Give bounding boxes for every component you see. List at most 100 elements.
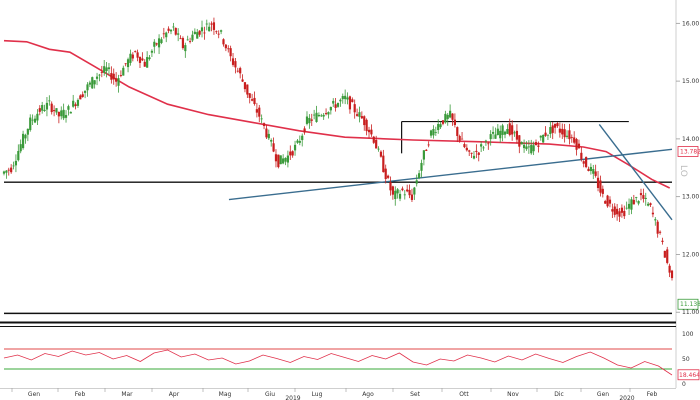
candle-body <box>72 100 75 107</box>
candle-body <box>339 99 342 102</box>
candle-body <box>274 154 278 162</box>
candle-body <box>186 39 189 41</box>
candle-body <box>320 115 323 117</box>
candle-body <box>458 135 461 141</box>
candle-body <box>260 118 263 120</box>
candle-body <box>520 142 523 145</box>
x-tick-label: Feb <box>75 391 86 398</box>
candle-body <box>382 155 385 173</box>
candle-body <box>618 211 621 217</box>
candle-body <box>327 112 330 115</box>
candle-body <box>434 132 437 133</box>
candle-body <box>577 143 581 149</box>
candle-body <box>475 150 478 152</box>
candle-body <box>484 140 488 142</box>
candle-body <box>215 31 218 33</box>
candle-body <box>169 29 173 32</box>
candle-body <box>367 129 371 133</box>
candle-body <box>236 70 239 72</box>
candle-body <box>131 54 134 59</box>
candle-body <box>93 80 96 85</box>
candle-body <box>625 207 628 209</box>
candle-body <box>45 102 49 110</box>
candle-body <box>444 113 447 123</box>
candle-body <box>203 32 206 34</box>
candle-body <box>296 140 299 143</box>
candle-body <box>277 154 280 168</box>
candle-body <box>360 116 363 119</box>
candle-body <box>580 152 583 160</box>
candle-body <box>222 39 225 45</box>
candle-body <box>465 147 468 151</box>
candle-body <box>84 90 87 93</box>
candle-body <box>124 63 127 65</box>
candle-body <box>317 114 321 117</box>
y-tick-label: 12.00 <box>682 251 699 258</box>
candle-body <box>489 134 492 140</box>
candle-body <box>33 118 37 123</box>
candle-body <box>313 114 316 116</box>
candle-body <box>279 155 282 165</box>
candle-body <box>298 141 301 143</box>
candle-body <box>239 68 242 74</box>
candle-body <box>565 135 569 137</box>
value-badge-text: 11.138 <box>680 301 700 308</box>
candle-body <box>17 151 20 161</box>
candle-body <box>539 135 542 138</box>
candle-body <box>627 203 631 209</box>
moving-average-line <box>3 39 671 189</box>
candle-body <box>88 82 91 85</box>
candle-body <box>208 26 211 32</box>
candle-body <box>353 104 356 113</box>
candle-body <box>26 128 29 135</box>
candle-body <box>415 180 418 184</box>
candle-body <box>270 140 273 142</box>
candle-body <box>198 30 201 35</box>
candle-body <box>661 240 664 242</box>
candle-body <box>522 144 526 149</box>
candle-body <box>74 104 77 106</box>
candle-body <box>157 38 161 48</box>
candle-body <box>100 72 103 74</box>
candle-body <box>518 135 521 147</box>
value-badge-box <box>677 298 699 310</box>
candle-body <box>608 199 612 204</box>
candle-body <box>635 197 638 198</box>
candle-body <box>420 162 423 171</box>
candle-body <box>212 22 216 30</box>
candle-body <box>656 221 659 234</box>
candle-body <box>205 23 208 25</box>
candle-body <box>43 109 46 112</box>
candle-body <box>282 158 285 164</box>
x-tick-label: Apr <box>169 391 180 398</box>
candle-body <box>344 95 347 100</box>
candle-body <box>229 48 232 57</box>
trend-lines <box>228 124 673 221</box>
candle-body <box>668 265 671 273</box>
candle-body <box>425 149 428 151</box>
candle-body <box>126 59 130 68</box>
candle-body <box>315 112 318 122</box>
candle-body <box>446 114 449 119</box>
candle-body <box>587 168 590 172</box>
level-lines <box>4 120 672 315</box>
candle-body <box>532 145 535 152</box>
value-badge-text: 13.782 <box>680 148 700 155</box>
candle-body <box>525 146 528 150</box>
candle-body <box>181 38 185 49</box>
candle-body <box>515 130 519 140</box>
candle-body <box>592 169 595 174</box>
candle-body <box>491 131 495 134</box>
x-tick-label: Gen <box>597 391 609 398</box>
candle-body <box>480 144 483 147</box>
candle-body <box>10 167 13 173</box>
candle-body <box>644 197 647 199</box>
candle-body <box>248 93 251 98</box>
candle-body <box>19 144 22 152</box>
candle-body <box>499 130 502 139</box>
candle-body <box>582 161 585 164</box>
y-tick-label: 15.00 <box>682 78 699 85</box>
candle-body <box>573 137 576 143</box>
candle-body <box>107 67 111 70</box>
